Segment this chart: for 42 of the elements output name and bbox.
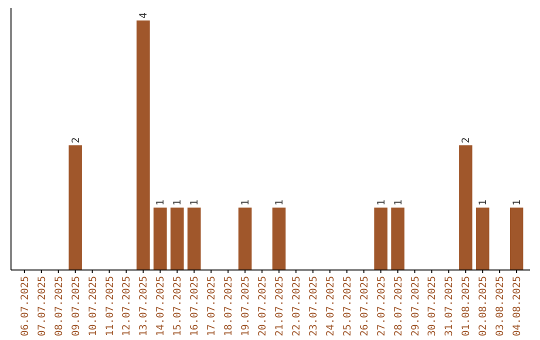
x-tick-label: 04.08.2025 [512, 276, 524, 336]
x-tick-label: 16.07.2025 [190, 276, 201, 336]
x-tick-label: 03.08.2025 [495, 276, 506, 336]
x-tick-label: 17.07.2025 [206, 276, 218, 336]
data-label: 1 [512, 200, 524, 206]
x-tick-label: 19.07.2025 [240, 276, 252, 336]
x-tick-label: 26.07.2025 [359, 276, 370, 336]
data-label: 1 [240, 200, 252, 206]
x-tick-label: 21.07.2025 [274, 276, 286, 336]
x-tick-label: 20.07.2025 [258, 276, 269, 336]
x-tick-label: 18.07.2025 [224, 276, 235, 336]
x-tick-label: 24.07.2025 [325, 276, 336, 336]
data-label: 1 [376, 200, 388, 206]
data-label: 1 [190, 200, 201, 206]
x-tick-label: 06.07.2025 [20, 276, 31, 336]
data-label: 2 [461, 137, 472, 144]
x-tick-label: 14.07.2025 [156, 276, 167, 336]
x-tick-label: 30.07.2025 [427, 276, 438, 336]
data-label: 1 [478, 200, 490, 206]
data-label: 1 [172, 200, 184, 206]
x-tick-label: 27.07.2025 [376, 276, 388, 336]
x-tick-label: 28.07.2025 [393, 276, 404, 336]
x-tick-label: 29.07.2025 [410, 276, 422, 336]
x-tick-label: 08.07.2025 [54, 276, 65, 336]
x-tick-label: 12.07.2025 [122, 276, 133, 336]
x-tick-label: 09.07.2025 [70, 276, 82, 336]
x-tick-label: 23.07.2025 [308, 276, 320, 336]
x-tick-label: 22.07.2025 [291, 276, 302, 336]
x-tick-label: 07.07.2025 [36, 276, 48, 336]
data-label: 1 [156, 200, 167, 206]
x-tick-label: 11.07.2025 [104, 276, 116, 336]
x-tick-label: 25.07.2025 [342, 276, 354, 336]
data-label: 2 [70, 137, 82, 144]
x-tick-label: 01.08.2025 [461, 276, 472, 336]
data-label: 1 [393, 200, 404, 206]
x-tick-label: 13.07.2025 [138, 276, 150, 336]
data-label: 4 [138, 12, 150, 18]
x-tick-label: 31.07.2025 [444, 276, 456, 336]
x-tick-label: 02.08.2025 [478, 276, 490, 336]
x-tick-label: 15.07.2025 [172, 276, 184, 336]
data-label: 1 [274, 200, 286, 206]
x-tick-label: 10.07.2025 [88, 276, 99, 336]
